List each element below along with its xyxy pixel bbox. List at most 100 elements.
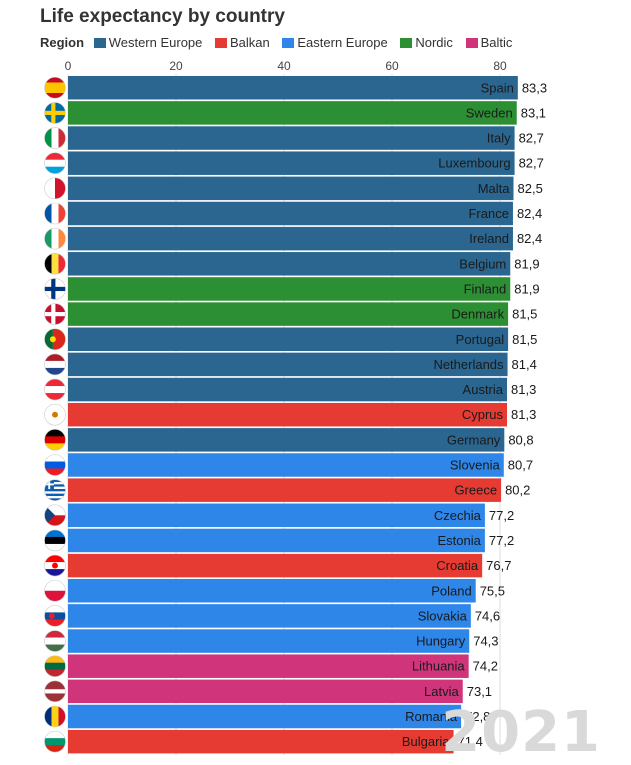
bar-category-label: Slovenia [450,458,501,473]
bar-category-label: Finland [464,281,507,296]
bar-category-label: Bulgaria [402,734,450,749]
flag-slovakia-icon [44,605,66,627]
bar-value-label: 80,8 [508,432,533,447]
flag-cyprus-icon [44,403,66,426]
bar-croatia[interactable] [68,553,483,578]
bar-value-label: 81,9 [514,281,539,296]
flag-denmark-icon [44,303,66,325]
bar-value-label: 76,7 [486,558,511,573]
flag-hungary-icon [44,630,66,652]
bar-category-label: Latvia [424,684,459,699]
bar-category-label: Portugal [456,332,505,347]
bar-value-label: 82,4 [517,231,542,246]
bar-sweden[interactable] [68,101,517,125]
bar-value-label: 72,8 [465,709,490,724]
legend: Region Western Europe Balkan Eastern Eur… [40,35,521,50]
bar-lithuania[interactable] [68,654,469,678]
bar-ireland[interactable] [68,226,513,251]
bar-value-label: 75,5 [480,583,505,598]
bar-value-label: 82,7 [519,156,544,171]
bar-category-label: Germany [447,432,501,447]
legend-swatch [282,38,295,48]
legend-label: Eastern Europe [297,35,388,50]
bar-value-label: 81,5 [512,307,537,322]
bar-category-label: Denmark [451,307,504,322]
bar-category-label: Spain [481,80,514,95]
bar-category-label: Netherlands [433,357,504,372]
bar-category-label: Cyprus [462,407,504,422]
flag-germany-icon [44,429,66,451]
x-tick-label: 40 [277,59,291,73]
bar-portugal[interactable] [68,327,509,352]
x-tick-label: 80 [493,59,507,73]
flag-poland-icon [44,579,66,602]
legend-label: Western Europe [108,35,203,50]
bar-category-label: Italy [487,131,511,146]
bar-value-label: 73,1 [467,684,492,699]
bar-malta[interactable] [68,176,514,201]
bar-netherlands[interactable] [68,352,508,377]
bar-category-label: Belgium [459,256,506,271]
chart-title: Life expectancy by country [40,6,285,27]
bar-hungary[interactable] [68,629,470,653]
bar-category-label: Ireland [469,231,509,246]
flag-czechia-icon [44,504,66,527]
bar-slovenia[interactable] [68,453,504,477]
bar-category-label: Croatia [436,558,479,573]
bar-italy[interactable] [68,126,515,150]
bar-category-label: Estonia [438,533,482,548]
flag-latvia-icon [44,680,66,703]
x-tick-label: 60 [385,59,399,73]
bar-belgium[interactable] [68,252,511,276]
legend-item-eastern-europe[interactable]: Eastern Europe [282,35,388,50]
legend-label: Balkan [230,35,270,50]
legend-item-balkan[interactable]: Balkan [215,35,270,50]
bar-austria[interactable] [68,377,508,402]
bar-category-label: France [468,206,508,221]
bar-france[interactable] [68,201,513,226]
bar-bulgaria[interactable] [68,729,454,754]
bar-category-label: Austria [463,382,504,397]
bar-finland[interactable] [68,277,511,301]
bar-romania[interactable] [68,704,462,729]
flag-sweden-icon [44,102,66,124]
bar-greece[interactable] [68,478,502,502]
bar-estonia[interactable] [68,528,485,553]
legend-swatch [400,38,413,48]
flag-bulgaria-icon [44,730,66,753]
bar-value-label: 74,6 [475,608,500,623]
x-tick-label: 0 [65,59,72,73]
bar-value-label: 77,2 [489,533,514,548]
bar-czechia[interactable] [68,503,485,528]
flag-finland-icon [44,278,66,300]
bar-cyprus[interactable] [68,402,508,427]
flag-belgium-icon [44,252,66,275]
bar-latvia[interactable] [68,679,463,704]
bar-spain[interactable] [68,76,518,100]
flag-malta-icon [44,177,66,200]
bar-luxembourg[interactable] [68,151,515,175]
bar-value-label: 81,5 [512,332,537,347]
year-watermark: 2021 [441,700,601,765]
bar-value-label: 74,2 [473,659,498,674]
bar-category-label: Luxembourg [438,156,510,171]
bar-slovakia[interactable] [68,604,471,628]
legend-swatch [465,38,478,48]
bar-category-label: Lithuania [412,659,466,674]
bar-value-label: 71,4 [458,734,483,749]
legend-swatch [215,38,228,48]
legend-swatch [93,38,106,48]
bar-denmark[interactable] [68,302,509,326]
bar-poland[interactable] [68,579,476,603]
bar-germany[interactable] [68,428,505,452]
flag-luxembourg-icon [44,152,66,174]
bar-value-label: 80,7 [508,458,533,473]
legend-item-nordic[interactable]: Nordic [400,35,453,50]
bar-category-label: Poland [431,583,471,598]
legend-item-baltic[interactable]: Baltic [465,35,512,50]
flag-slovenia-icon [44,454,66,476]
bar-category-label: Romania [405,709,458,724]
legend-item-western-europe[interactable]: Western Europe [93,35,203,50]
flag-france-icon [44,202,66,225]
bar-value-label: 82,4 [517,206,542,221]
